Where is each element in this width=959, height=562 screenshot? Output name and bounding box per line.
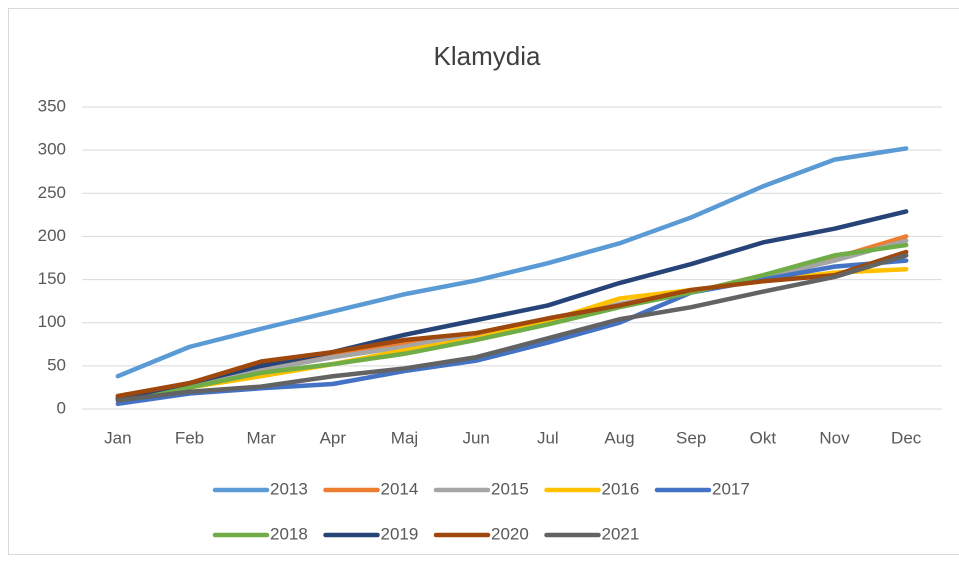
legend-label: 2015 [491,479,529,498]
y-tick-label: 0 [57,398,66,417]
y-tick-label: 100 [38,312,66,331]
y-tick-label: 250 [38,183,66,202]
x-tick-label: Jun [462,428,489,447]
chart-title: Klamydia [434,41,541,71]
x-tick-label: Mar [247,428,277,447]
y-tick-label: 200 [38,226,66,245]
series-line [115,146,909,379]
series-line [115,249,909,399]
y-tick-label: 300 [38,140,66,159]
x-tick-label: Okt [750,428,777,447]
legend-label: 2018 [270,524,308,543]
legend-label: 2020 [491,524,529,543]
series-line [115,253,909,403]
x-tick-label: Aug [604,428,634,447]
x-tick-label: Dec [891,428,922,447]
x-tick-label: Sep [676,428,706,447]
legend-label: 2016 [602,479,640,498]
x-tick-label: Maj [391,428,418,447]
series-line [115,242,909,401]
x-tick-label: Apr [320,428,347,447]
legend-label: 2021 [602,524,640,543]
chart-border [8,8,959,555]
x-tick-label: Jan [104,428,131,447]
legend-label: 2017 [712,479,750,498]
x-tick-label: Jul [537,428,559,447]
x-tick-label: Nov [819,428,850,447]
legend-label: 2019 [381,524,419,543]
y-tick-label: 50 [47,355,66,374]
legend-label: 2013 [270,479,308,498]
y-tick-label: 150 [38,269,66,288]
y-tick-label: 350 [38,96,66,115]
legend-label: 2014 [381,479,419,498]
x-tick-label: Feb [175,428,204,447]
series-line [115,209,909,401]
